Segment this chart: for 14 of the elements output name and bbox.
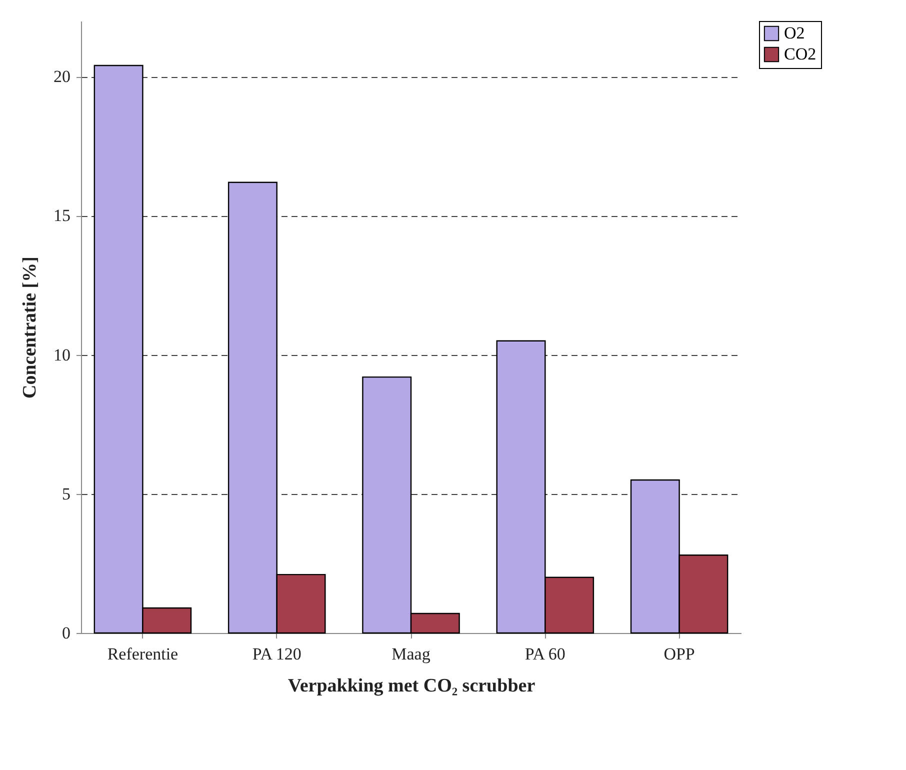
x-tick-label: Maag: [392, 644, 431, 664]
x-axis-title: Verpakking met CO₂ scrubber: [288, 676, 536, 696]
y-tick-label: 15: [54, 206, 70, 226]
y-tick-label: 5: [62, 484, 70, 504]
x-tick-label: PA 120: [252, 644, 302, 664]
x-tick-label: PA 60: [524, 644, 566, 664]
y-axis-title: Concentratie [%]: [20, 256, 40, 398]
y-tick-label: 0: [62, 624, 70, 642]
legend-label: O2: [784, 24, 805, 42]
x-tick-label: OPP: [664, 644, 695, 664]
y-tick-label: 10: [54, 345, 70, 364]
x-tick-label: Referentie: [107, 644, 178, 664]
y-tick-label: 20: [54, 67, 70, 86]
legend-label: CO2: [784, 44, 816, 64]
